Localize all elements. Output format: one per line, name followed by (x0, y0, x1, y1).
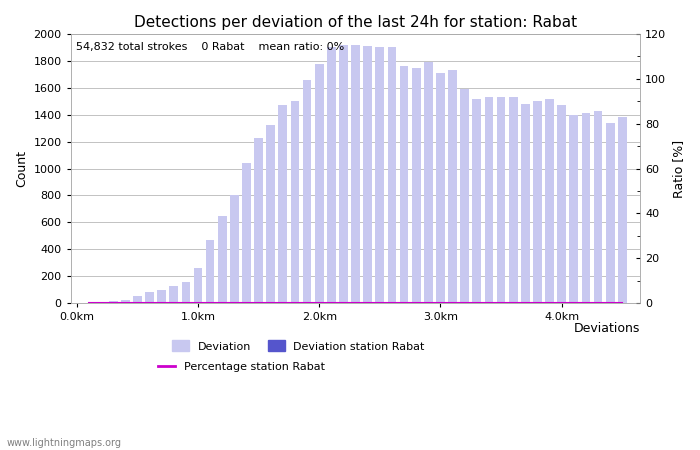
Bar (85, 302, 93, 303)
Bar (497, 97, 505, 303)
Bar (121, 301, 130, 303)
Bar (181, 282, 190, 303)
Bar (267, 126, 275, 303)
Bar (606, 123, 615, 303)
Bar (145, 292, 154, 303)
Bar (339, 45, 348, 303)
Bar (618, 117, 626, 303)
Bar (375, 47, 384, 303)
Bar (254, 138, 263, 303)
Bar (388, 47, 396, 303)
Bar (315, 63, 323, 303)
Bar (206, 240, 214, 303)
Bar (97, 302, 106, 303)
Bar (158, 290, 166, 303)
Bar (424, 62, 433, 303)
Legend: Percentage station Rabat: Percentage station Rabat (154, 357, 330, 376)
Bar (557, 105, 566, 303)
Bar (448, 70, 457, 303)
Bar (194, 268, 202, 303)
Bar (242, 163, 251, 303)
Bar (461, 89, 469, 303)
Bar (509, 97, 517, 303)
Bar (279, 105, 287, 303)
Bar (569, 115, 578, 303)
Bar (545, 99, 554, 303)
Bar (302, 80, 312, 303)
Y-axis label: Ratio [%]: Ratio [%] (672, 140, 685, 198)
Title: Detections per deviation of the last 24h for station: Rabat: Detections per deviation of the last 24h… (134, 15, 577, 30)
Bar (230, 195, 239, 303)
Text: 54,832 total strokes    0 Rabat    mean ratio: 0%: 54,832 total strokes 0 Rabat mean ratio:… (76, 42, 344, 52)
Bar (412, 68, 421, 303)
Bar (533, 101, 542, 303)
Bar (218, 216, 227, 303)
Bar (521, 104, 530, 303)
Bar (582, 113, 590, 303)
Bar (594, 111, 603, 303)
Bar (169, 286, 178, 303)
Bar (133, 297, 141, 303)
Bar (327, 47, 336, 303)
Bar (290, 101, 300, 303)
Bar (108, 301, 118, 303)
Text: www.lightningmaps.org: www.lightningmaps.org (7, 438, 122, 448)
Bar (473, 99, 481, 303)
Bar (436, 73, 445, 303)
Bar (484, 97, 494, 303)
Bar (400, 66, 408, 303)
Bar (351, 45, 360, 303)
Text: Deviations: Deviations (574, 322, 640, 335)
Bar (363, 46, 372, 303)
Y-axis label: Count: Count (15, 150, 28, 187)
